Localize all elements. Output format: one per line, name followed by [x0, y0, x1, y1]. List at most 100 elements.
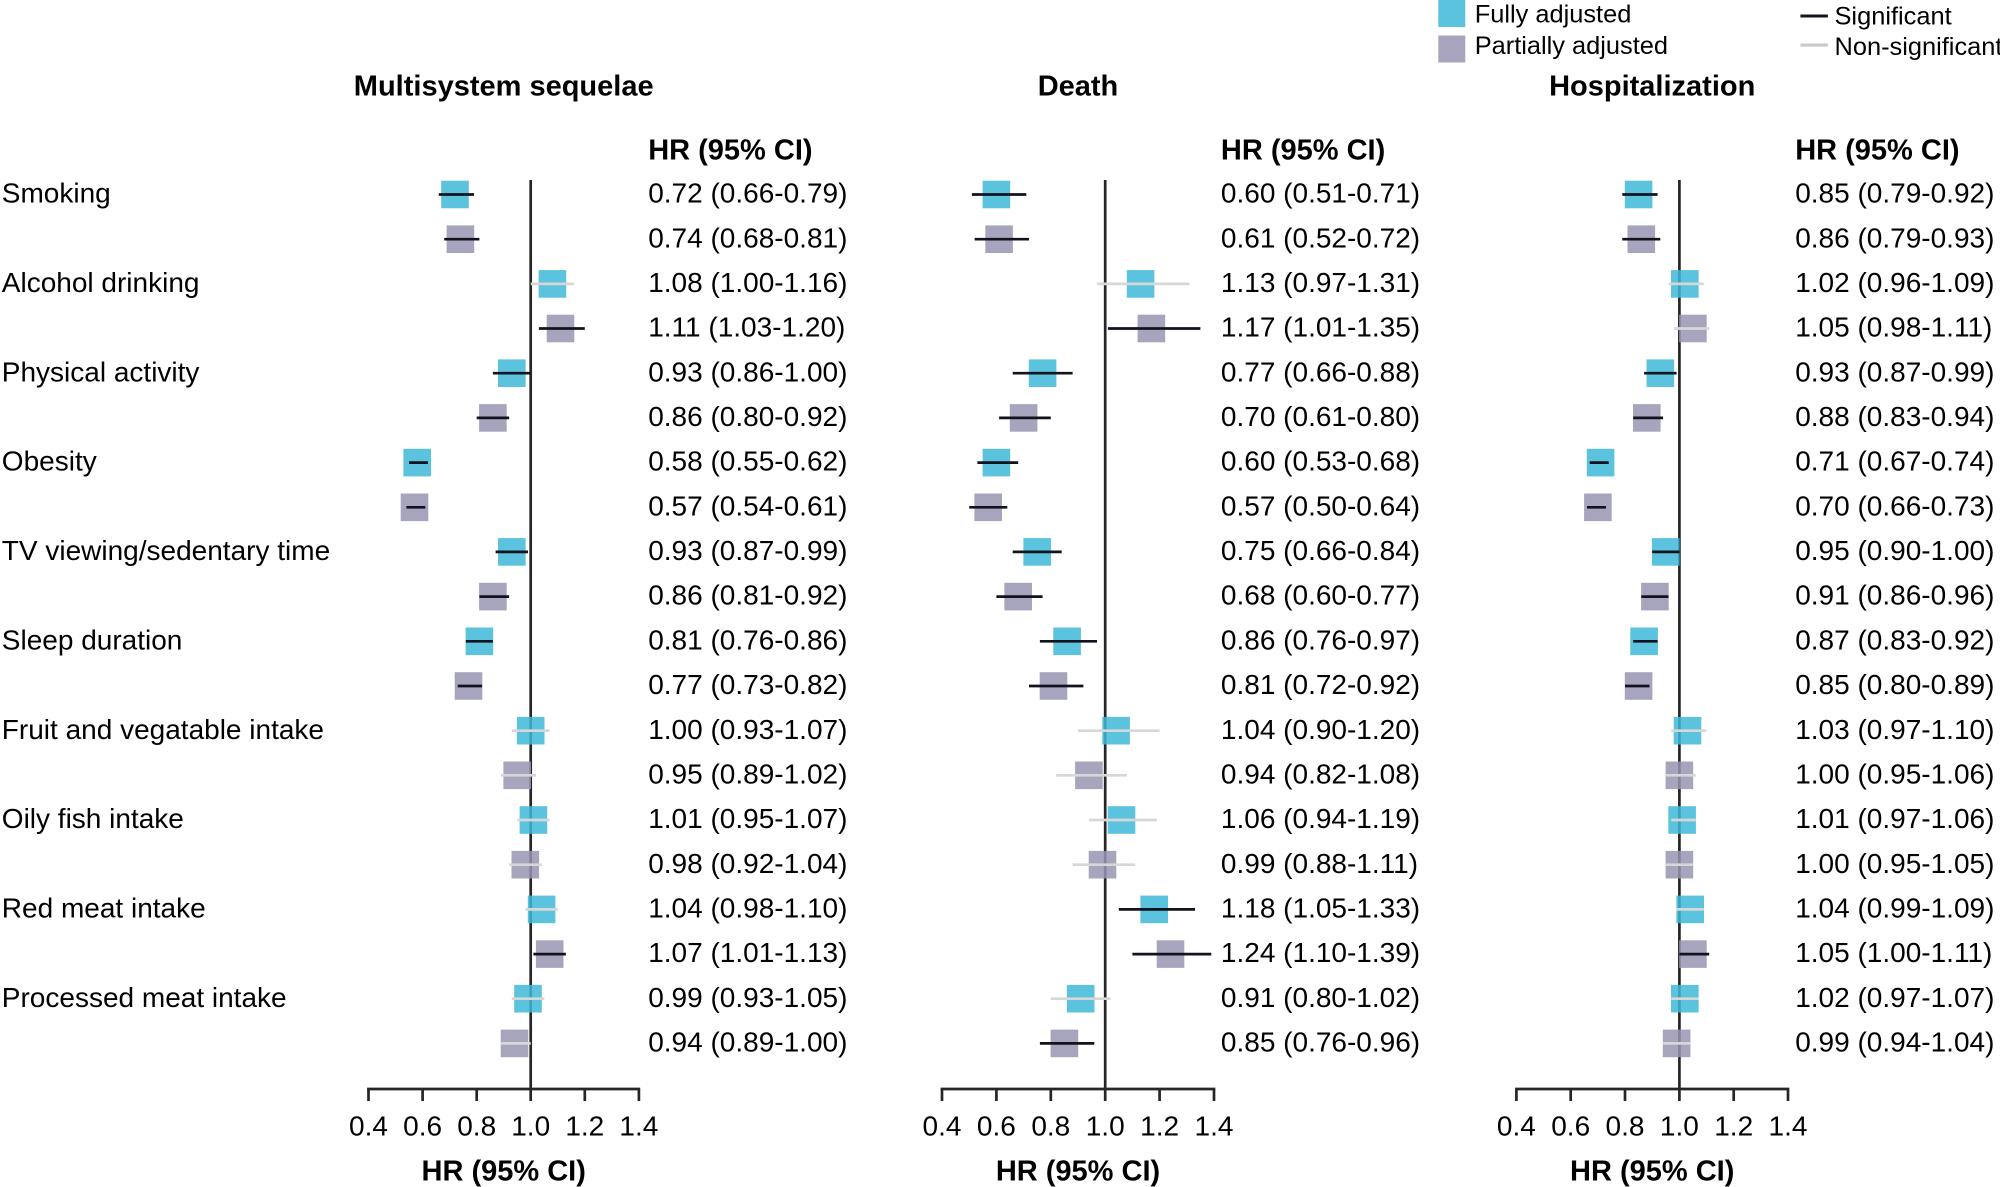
svg-text:0.91 (0.80-1.02): 0.91 (0.80-1.02) [1221, 982, 1420, 1013]
svg-text:HR (95% CI): HR (95% CI) [996, 1156, 1160, 1187]
svg-text:0.88 (0.83-0.94): 0.88 (0.83-0.94) [1795, 401, 1994, 432]
svg-text:Non-significant: Non-significant [1835, 33, 2000, 61]
svg-text:1.02 (0.96-1.09): 1.02 (0.96-1.09) [1795, 267, 1994, 298]
svg-text:1.04 (0.98-1.10): 1.04 (0.98-1.10) [648, 893, 847, 924]
svg-text:Processed meat intake: Processed meat intake [2, 982, 287, 1013]
svg-text:0.70 (0.61-0.80): 0.70 (0.61-0.80) [1221, 401, 1420, 432]
svg-text:0.72 (0.66-0.79): 0.72 (0.66-0.79) [648, 178, 847, 209]
svg-text:0.61 (0.52-0.72): 0.61 (0.52-0.72) [1221, 222, 1420, 253]
svg-text:1.13 (0.97-1.31): 1.13 (0.97-1.31) [1221, 267, 1420, 298]
svg-text:Smoking: Smoking [2, 178, 111, 209]
svg-text:0.8: 0.8 [1031, 1111, 1070, 1142]
svg-text:0.74 (0.68-0.81): 0.74 (0.68-0.81) [648, 222, 847, 253]
svg-text:Fruit and vegatable intake: Fruit and vegatable intake [2, 714, 324, 745]
svg-text:0.86 (0.81-0.92): 0.86 (0.81-0.92) [648, 580, 847, 611]
svg-text:HR (95% CI): HR (95% CI) [1221, 135, 1385, 167]
svg-text:Multisystem sequelae: Multisystem sequelae [354, 71, 654, 103]
svg-text:Oily fish intake: Oily fish intake [2, 803, 184, 834]
svg-text:0.6: 0.6 [1551, 1111, 1590, 1142]
svg-text:0.99 (0.94-1.04): 0.99 (0.94-1.04) [1795, 1027, 1994, 1058]
svg-text:HR (95% CI): HR (95% CI) [648, 135, 812, 167]
svg-text:0.8: 0.8 [457, 1111, 496, 1142]
svg-text:0.98 (0.92-1.04): 0.98 (0.92-1.04) [648, 848, 847, 879]
svg-text:1.4: 1.4 [619, 1111, 658, 1142]
svg-text:1.17 (1.01-1.35): 1.17 (1.01-1.35) [1221, 312, 1420, 343]
svg-text:0.93 (0.86-1.00): 0.93 (0.86-1.00) [648, 356, 847, 387]
svg-text:1.00 (0.95-1.05): 1.00 (0.95-1.05) [1795, 848, 1994, 879]
svg-text:0.57 (0.54-0.61): 0.57 (0.54-0.61) [648, 490, 847, 521]
svg-text:0.77 (0.66-0.88): 0.77 (0.66-0.88) [1221, 356, 1420, 387]
svg-text:1.08 (1.00-1.16): 1.08 (1.00-1.16) [648, 267, 847, 298]
svg-text:1.18 (1.05-1.33): 1.18 (1.05-1.33) [1221, 893, 1420, 924]
svg-text:0.85 (0.79-0.92): 0.85 (0.79-0.92) [1795, 178, 1994, 209]
svg-text:1.4: 1.4 [1769, 1111, 1808, 1142]
svg-text:1.24 (1.10-1.39): 1.24 (1.10-1.39) [1221, 937, 1420, 968]
svg-text:0.87 (0.83-0.92): 0.87 (0.83-0.92) [1795, 624, 1994, 655]
svg-text:1.01 (0.95-1.07): 1.01 (0.95-1.07) [648, 803, 847, 834]
svg-text:Physical activity: Physical activity [2, 356, 200, 387]
svg-text:0.85 (0.80-0.89): 0.85 (0.80-0.89) [1795, 669, 1994, 700]
svg-text:0.60 (0.51-0.71): 0.60 (0.51-0.71) [1221, 178, 1420, 209]
svg-text:0.86 (0.80-0.92): 0.86 (0.80-0.92) [648, 401, 847, 432]
svg-text:1.04 (0.99-1.09): 1.04 (0.99-1.09) [1795, 893, 1994, 924]
svg-text:0.93 (0.87-0.99): 0.93 (0.87-0.99) [648, 535, 847, 566]
svg-text:0.6: 0.6 [977, 1111, 1016, 1142]
svg-text:1.01 (0.97-1.06): 1.01 (0.97-1.06) [1795, 803, 1994, 834]
svg-text:0.6: 0.6 [403, 1111, 442, 1142]
svg-text:1.00 (0.95-1.06): 1.00 (0.95-1.06) [1795, 758, 1994, 789]
svg-text:HR (95% CI): HR (95% CI) [1570, 1156, 1734, 1187]
svg-text:HR (95% CI): HR (95% CI) [1795, 135, 1959, 167]
svg-text:1.0: 1.0 [511, 1111, 550, 1142]
svg-text:0.81 (0.72-0.92): 0.81 (0.72-0.92) [1221, 669, 1420, 700]
svg-text:0.91 (0.86-0.96): 0.91 (0.86-0.96) [1795, 580, 1994, 611]
svg-text:1.2: 1.2 [1714, 1111, 1753, 1142]
svg-text:0.99 (0.88-1.11): 0.99 (0.88-1.11) [1221, 848, 1418, 879]
svg-text:1.05 (1.00-1.11): 1.05 (1.00-1.11) [1795, 937, 1992, 968]
svg-text:0.57 (0.50-0.64): 0.57 (0.50-0.64) [1221, 490, 1420, 521]
svg-text:HR (95% CI): HR (95% CI) [422, 1156, 586, 1187]
svg-text:1.05 (0.98-1.11): 1.05 (0.98-1.11) [1795, 312, 1992, 343]
svg-text:0.94 (0.89-1.00): 0.94 (0.89-1.00) [648, 1027, 847, 1058]
svg-text:0.86 (0.79-0.93): 0.86 (0.79-0.93) [1795, 222, 1994, 253]
svg-text:1.06 (0.94-1.19): 1.06 (0.94-1.19) [1221, 803, 1420, 834]
svg-text:Obesity: Obesity [2, 446, 97, 477]
svg-text:1.03 (0.97-1.10): 1.03 (0.97-1.10) [1795, 714, 1994, 745]
svg-text:1.2: 1.2 [1140, 1111, 1179, 1142]
svg-text:1.11 (1.03-1.20): 1.11 (1.03-1.20) [648, 312, 845, 343]
svg-text:0.77 (0.73-0.82): 0.77 (0.73-0.82) [648, 669, 847, 700]
svg-text:0.75 (0.66-0.84): 0.75 (0.66-0.84) [1221, 535, 1420, 566]
svg-text:0.8: 0.8 [1606, 1111, 1645, 1142]
svg-text:1.07 (1.01-1.13): 1.07 (1.01-1.13) [648, 937, 847, 968]
svg-text:1.0: 1.0 [1660, 1111, 1699, 1142]
svg-text:0.93 (0.87-0.99): 0.93 (0.87-0.99) [1795, 356, 1994, 387]
svg-text:Red meat intake: Red meat intake [2, 893, 206, 924]
svg-text:TV viewing/sedentary time: TV viewing/sedentary time [2, 535, 330, 566]
svg-text:0.4: 0.4 [923, 1111, 962, 1142]
svg-text:0.58 (0.55-0.62): 0.58 (0.55-0.62) [648, 446, 847, 477]
svg-text:0.95 (0.90-1.00): 0.95 (0.90-1.00) [1795, 535, 1994, 566]
svg-text:0.68 (0.60-0.77): 0.68 (0.60-0.77) [1221, 580, 1420, 611]
svg-text:0.95 (0.89-1.02): 0.95 (0.89-1.02) [648, 758, 847, 789]
svg-text:1.02 (0.97-1.07): 1.02 (0.97-1.07) [1795, 982, 1994, 1013]
svg-text:0.94 (0.82-1.08): 0.94 (0.82-1.08) [1221, 758, 1420, 789]
svg-text:Sleep duration: Sleep duration [2, 624, 183, 655]
svg-text:Death: Death [1038, 71, 1119, 103]
svg-text:1.2: 1.2 [565, 1111, 604, 1142]
svg-text:1.0: 1.0 [1086, 1111, 1125, 1142]
svg-text:0.71 (0.67-0.74): 0.71 (0.67-0.74) [1795, 446, 1994, 477]
svg-text:1.00 (0.93-1.07): 1.00 (0.93-1.07) [648, 714, 847, 745]
svg-text:Significant: Significant [1835, 2, 1952, 30]
svg-text:Alcohol drinking: Alcohol drinking [2, 267, 200, 298]
svg-text:0.60 (0.53-0.68): 0.60 (0.53-0.68) [1221, 446, 1420, 477]
svg-text:1.04 (0.90-1.20): 1.04 (0.90-1.20) [1221, 714, 1420, 745]
svg-text:0.81 (0.76-0.86): 0.81 (0.76-0.86) [648, 624, 847, 655]
svg-text:Fully adjusted: Fully adjusted [1475, 0, 1632, 28]
svg-text:0.4: 0.4 [349, 1111, 388, 1142]
svg-text:0.4: 0.4 [1497, 1111, 1536, 1142]
svg-text:0.86 (0.76-0.97): 0.86 (0.76-0.97) [1221, 624, 1420, 655]
svg-text:Partially adjusted: Partially adjusted [1475, 32, 1668, 60]
svg-text:0.70 (0.66-0.73): 0.70 (0.66-0.73) [1795, 490, 1994, 521]
svg-text:0.99 (0.93-1.05): 0.99 (0.93-1.05) [648, 982, 847, 1013]
svg-text:0.85 (0.76-0.96): 0.85 (0.76-0.96) [1221, 1027, 1420, 1058]
svg-text:Hospitalization: Hospitalization [1549, 71, 1755, 103]
